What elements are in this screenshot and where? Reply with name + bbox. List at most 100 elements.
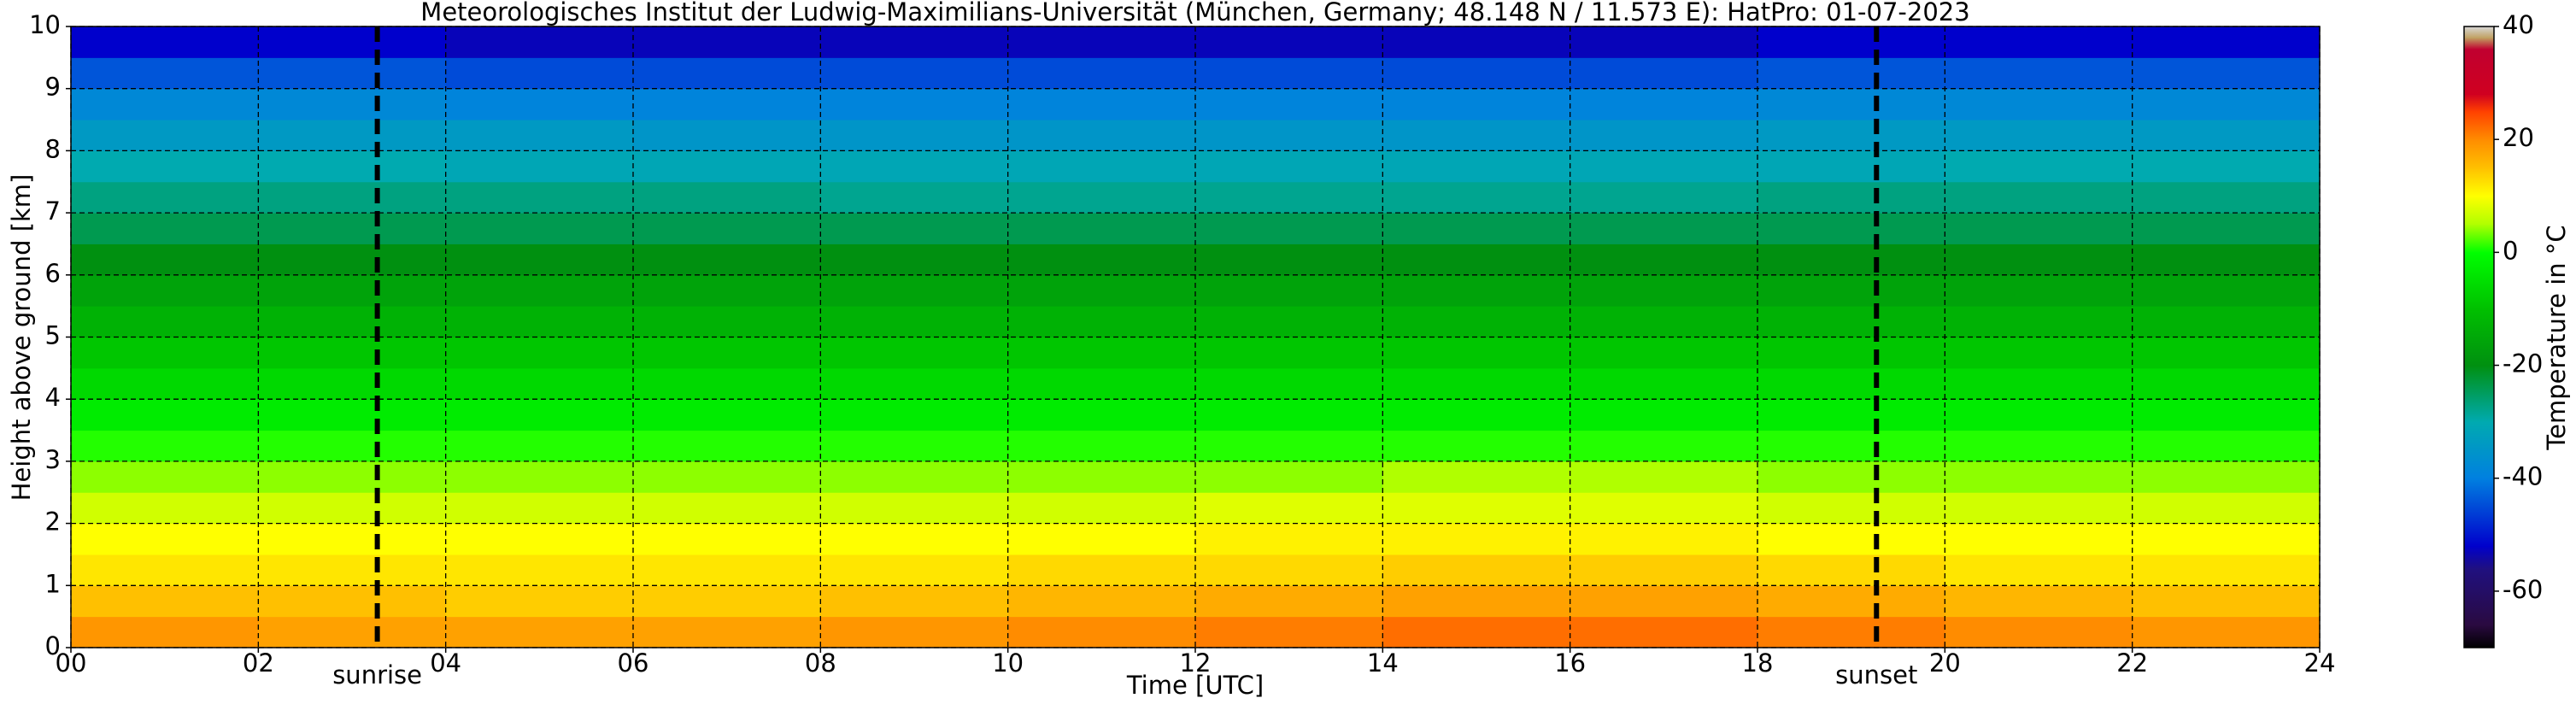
heatmap-cell	[1007, 492, 1196, 525]
heatmap-cell	[1007, 306, 1196, 337]
heatmap-cell	[2132, 243, 2321, 276]
heatmap-cell	[633, 26, 821, 58]
heatmap-cell	[71, 367, 259, 400]
heatmap-cell	[1382, 26, 1571, 58]
heatmap-cell	[258, 57, 447, 90]
heatmap-cell	[1945, 181, 2133, 214]
heatmap-cell	[2132, 181, 2321, 214]
heatmap-cell	[1945, 120, 2133, 151]
heatmap-cell	[71, 585, 259, 618]
heatmap-cell	[1195, 616, 1383, 648]
plot-frame	[70, 26, 2321, 648]
heatmap-cell	[1007, 585, 1196, 618]
heatmap-cell	[1570, 585, 1758, 618]
heatmap-cell	[633, 88, 821, 120]
chart-title: Meteorologisches Institut der Ludwig-Max…	[420, 0, 1969, 26]
heatmap-cell	[2132, 120, 2321, 151]
heatmap-cell	[2132, 26, 2321, 58]
heatmap-cell	[2132, 213, 2321, 244]
heatmap-cell	[258, 150, 447, 183]
heatmap-cell	[1757, 461, 1945, 493]
heatmap-cell	[1757, 57, 1945, 90]
heatmap-cell	[258, 585, 447, 618]
heatmap-cell	[445, 88, 634, 120]
annotation-label: sunset	[1835, 660, 1917, 689]
heatmap-cell	[1382, 337, 1571, 369]
heatmap-cell	[1382, 274, 1571, 307]
heatmap-cell	[1757, 274, 1945, 307]
heatmap-cell	[1570, 306, 1758, 337]
heatmap-cell	[820, 430, 1009, 462]
heatmap-cell	[2132, 367, 2321, 400]
heatmap-cell	[1382, 554, 1571, 586]
heatmap-cell	[1007, 337, 1196, 369]
heatmap-cell	[1945, 26, 2133, 58]
heatmap-cell	[1945, 337, 2133, 369]
colorbar-tick-label: -60	[2503, 575, 2543, 604]
heatmap-cell	[1195, 120, 1383, 151]
heatmap-cell	[820, 461, 1009, 493]
heatmap-cell	[71, 523, 259, 555]
heatmap-cell	[1570, 181, 1758, 214]
heatmap-cell	[820, 181, 1009, 214]
heatmap-cell	[820, 585, 1009, 618]
colorbar-segment	[2464, 49, 2494, 95]
heatmap-cell	[1007, 554, 1196, 586]
heatmap-cell	[1195, 337, 1383, 369]
x-tick-label: 08	[805, 648, 836, 678]
heatmap-cell	[2132, 461, 2321, 493]
x-tick-label: 24	[2304, 648, 2336, 678]
heatmap	[71, 26, 2321, 648]
colorbar-segment	[2464, 421, 2494, 479]
heatmap-cell	[1382, 367, 1571, 400]
heatmap-cell	[1007, 616, 1196, 648]
heatmap-cell	[1382, 57, 1571, 90]
heatmap-cell	[820, 492, 1009, 525]
heatmap-cell	[1195, 26, 1383, 58]
heatmap-cell	[258, 181, 447, 214]
heatmap-cell	[1945, 213, 2133, 244]
heatmap-cell	[1757, 26, 1945, 58]
heatmap-cell	[1945, 367, 2133, 400]
heatmap-cell	[1382, 150, 1571, 183]
heatmap-cell	[1945, 554, 2133, 586]
heatmap-cell	[1757, 399, 1945, 431]
colorbar-segment	[2464, 111, 2494, 140]
heatmap-cell	[633, 274, 821, 307]
heatmap-cell	[1570, 243, 1758, 276]
heatmap-cell	[71, 274, 259, 307]
heatmap-cell	[258, 26, 447, 58]
heatmap-cell	[820, 554, 1009, 586]
heatmap-cell	[1570, 57, 1758, 90]
heatmap-cell	[2132, 430, 2321, 462]
heatmap-cell	[445, 585, 634, 618]
heatmap-cell	[633, 554, 821, 586]
heatmap-cell	[1007, 430, 1196, 462]
heatmap-cell	[1945, 585, 2133, 618]
heatmap-cell	[820, 243, 1009, 276]
x-tick-label: 02	[243, 648, 274, 678]
heatmap-cell	[445, 213, 634, 244]
colorbar-segment	[2464, 167, 2494, 197]
heatmap-cell	[1007, 181, 1196, 214]
x-tick-label: 00	[56, 648, 87, 678]
heatmap-cell	[633, 492, 821, 525]
colorbar-segment	[2464, 224, 2494, 253]
heatmap-cell	[1195, 88, 1383, 120]
heatmap-cell	[1195, 367, 1383, 400]
heatmap-cell	[2132, 585, 2321, 618]
heatmap-cell	[633, 367, 821, 400]
colorbar-segment	[2464, 478, 2494, 547]
heatmap-cell	[71, 616, 259, 648]
y-tick-label: 1	[45, 569, 61, 598]
colorbar-segment	[2464, 568, 2494, 626]
heatmap-cell	[1757, 243, 1945, 276]
heatmap-cell	[1007, 150, 1196, 183]
x-tick-label: 16	[1554, 648, 1586, 678]
heatmap-cell	[1007, 88, 1196, 120]
heatmap-cell	[445, 492, 634, 525]
annotation-label: sunrise	[332, 660, 422, 689]
heatmap-cell	[633, 337, 821, 369]
colorbar-segment	[2464, 308, 2494, 367]
heatmap-cell	[71, 181, 259, 214]
